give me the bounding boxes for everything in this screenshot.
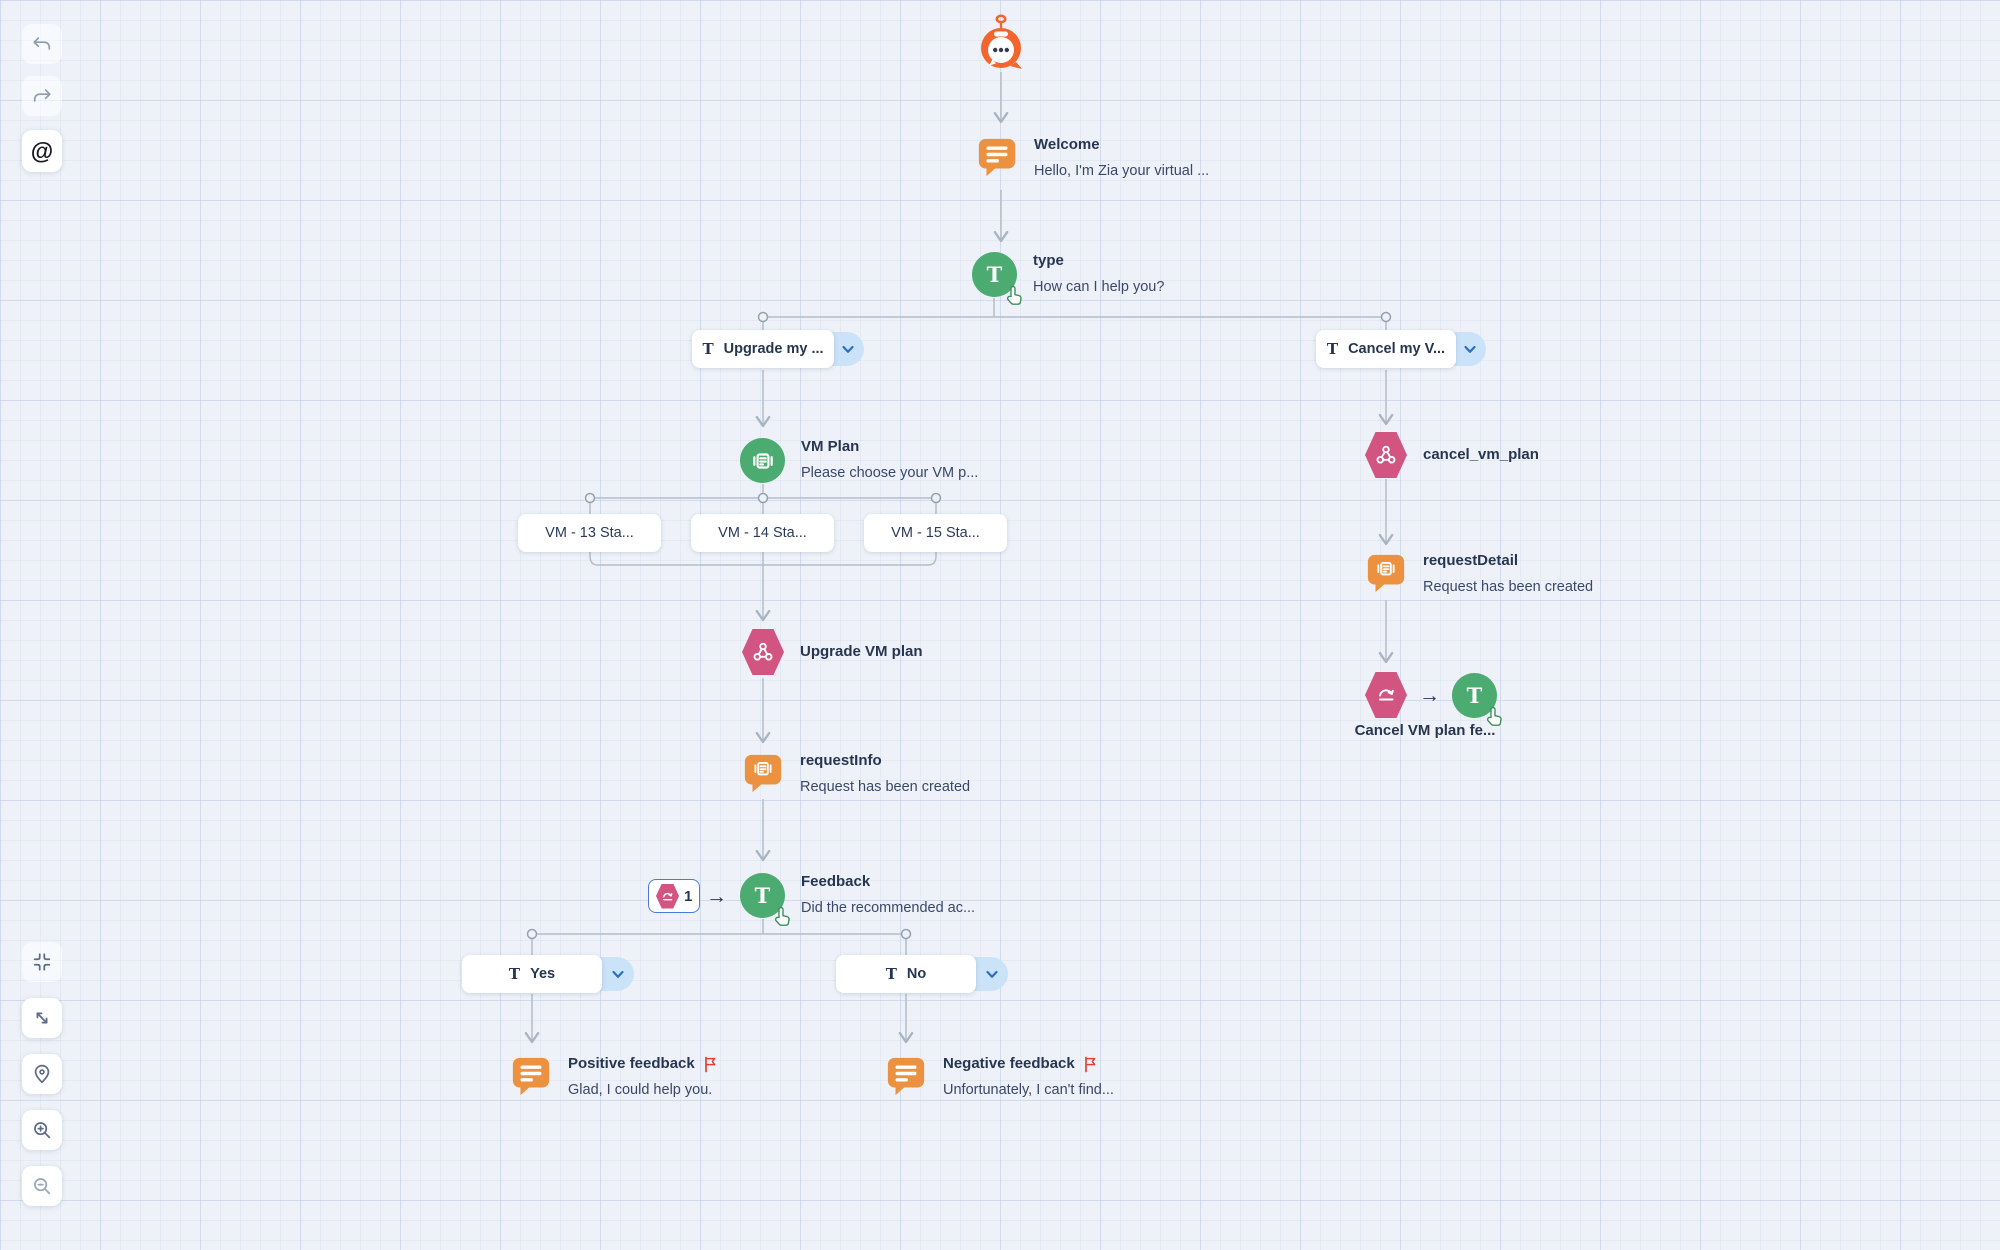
- option-label: VM - 14 Sta...: [718, 525, 807, 541]
- zoom-in-icon: [34, 1122, 51, 1139]
- undo-button[interactable]: [22, 24, 62, 64]
- chevron-down-icon: [612, 970, 624, 978]
- jump-glyph: [663, 892, 673, 900]
- chevron-down-icon: [986, 970, 998, 978]
- hand-pointer-icon: [1486, 706, 1502, 726]
- card-glyph: [752, 452, 773, 469]
- option-card-vm-13[interactable]: VM - 13 Sta...: [518, 514, 661, 552]
- undo-icon: [33, 37, 51, 50]
- branch-chip-no[interactable]: T No: [836, 955, 1008, 993]
- chevron-down-icon: [842, 345, 854, 353]
- node-type[interactable]: T type How can I help you?: [972, 252, 1165, 305]
- input-type-icon: T: [972, 252, 1022, 305]
- node-subtitle: Unfortunately, I can't find...: [943, 1082, 1114, 1098]
- zoom-in-button[interactable]: [22, 1110, 62, 1150]
- node-title: Cancel VM plan fe...: [1354, 722, 1496, 739]
- mention-button[interactable]: @: [22, 130, 62, 172]
- option-label: VM - 13 Sta...: [545, 525, 634, 541]
- node-subtitle: Hello, I'm Zia your virtual ...: [1034, 163, 1210, 179]
- mention-icon: @: [30, 137, 54, 164]
- redo-icon: [33, 89, 51, 102]
- bot-start-icon: [981, 14, 1022, 69]
- node-title: VM Plan: [801, 438, 860, 455]
- option-card-vm-14[interactable]: VM - 14 Sta...: [691, 514, 834, 552]
- text-criteria-icon: T: [885, 964, 897, 983]
- node-bot-start[interactable]: [978, 12, 1024, 72]
- chip-label: Yes: [530, 966, 556, 982]
- fit-view-icon: [33, 953, 51, 971]
- node-title: cancel_vm_plan: [1423, 446, 1539, 463]
- webhook-icon: [742, 629, 784, 675]
- message-bubble-icon: [887, 1057, 925, 1096]
- node-title: Negative feedback: [943, 1055, 1075, 1072]
- node-positive-feedback[interactable]: Positive feedback Glad, I could help you…: [510, 1055, 717, 1099]
- node-subtitle: Request has been created: [800, 779, 971, 795]
- node-title: requestInfo: [800, 752, 882, 769]
- jump-connection-icon: [1365, 672, 1407, 718]
- message-bubble-icon: [512, 1057, 550, 1096]
- node-title: requestDetail: [1423, 552, 1519, 569]
- locate-button[interactable]: [22, 1054, 62, 1094]
- node-upgrade-vm-plan[interactable]: Upgrade VM plan: [742, 629, 923, 675]
- flag-icon: [1084, 1056, 1096, 1072]
- branch-chip-upgrade[interactable]: T Upgrade my ...: [692, 330, 864, 368]
- option-label: VM - 15 Sta...: [891, 525, 980, 541]
- text-criteria-icon: T: [702, 339, 714, 358]
- node-negative-feedback[interactable]: Negative feedback Unfortunately, I can't…: [885, 1055, 1114, 1099]
- node-subtitle: How can I help you?: [1033, 279, 1165, 295]
- node-subtitle: Please choose your VM p...: [801, 465, 979, 481]
- branch-chip-yes[interactable]: T Yes: [462, 955, 634, 993]
- node-welcome[interactable]: Welcome Hello, I'm Zia your virtual ...: [976, 136, 1209, 180]
- webhook-glyph: [1376, 445, 1396, 464]
- expand-button[interactable]: [22, 998, 62, 1038]
- node-feedback[interactable]: T Feedback Did the recommended ac...: [740, 873, 976, 926]
- redo-button[interactable]: [22, 76, 62, 116]
- node-title: Feedback: [801, 873, 871, 890]
- node-subtitle: Glad, I could help you.: [568, 1082, 713, 1098]
- node-subtitle: Request has been created: [1423, 579, 1594, 595]
- card-message-icon: [740, 438, 785, 483]
- option-card-vm-15[interactable]: VM - 15 Sta...: [864, 514, 1007, 552]
- locate-pin-icon: [34, 1064, 50, 1084]
- text-criteria-icon: T: [508, 964, 521, 983]
- node-subtitle: Did the recommended ac...: [801, 900, 976, 916]
- link-arrow: →: [1419, 683, 1440, 707]
- expand-icon: [36, 1012, 48, 1024]
- webhook-glyph: [753, 642, 773, 661]
- chip-label: No: [906, 966, 927, 982]
- input-type-icon: T: [740, 873, 790, 926]
- node-cancel-vm-plan[interactable]: cancel_vm_plan: [1365, 432, 1539, 478]
- branch-chip-cancel[interactable]: T Cancel my V...: [1316, 330, 1486, 368]
- card-bubble-icon: [744, 754, 782, 793]
- hand-pointer-icon: [1006, 285, 1022, 305]
- text-criteria-icon: T: [1326, 339, 1339, 358]
- chevron-down-icon: [1464, 345, 1476, 353]
- node-cancel-feedback[interactable]: → T: [1365, 672, 1502, 726]
- zoom-out-icon: [34, 1178, 51, 1195]
- flag-icon: [704, 1056, 716, 1072]
- chip-label: Cancel my V...: [1348, 341, 1446, 357]
- node-title: type: [1033, 252, 1064, 269]
- fit-view-button[interactable]: [22, 942, 62, 982]
- hand-pointer-icon: [774, 906, 790, 926]
- feedback-link-badge[interactable]: 1: [648, 879, 701, 913]
- node-request-detail[interactable]: requestDetail Request has been created: [1365, 552, 1593, 596]
- node-vm-plan[interactable]: VM Plan Please choose your VM p...: [740, 438, 978, 483]
- chip-label: Upgrade my ...: [723, 341, 824, 357]
- jump-glyph: [1379, 689, 1394, 701]
- jump-connection-icon: [656, 883, 679, 909]
- input-type-icon: T: [1452, 672, 1502, 726]
- card-bubble-icon: [1367, 554, 1405, 593]
- webhook-icon: [1365, 432, 1407, 478]
- node-title: Positive feedback: [568, 1055, 695, 1072]
- node-request-info[interactable]: requestInfo Request has been created: [742, 752, 970, 796]
- zoom-out-button[interactable]: [22, 1166, 62, 1206]
- node-title: Welcome: [1034, 136, 1100, 153]
- link-arrow: →: [706, 885, 727, 908]
- node-title: Upgrade VM plan: [800, 643, 923, 660]
- badge-count: 1: [684, 887, 693, 905]
- message-bubble-icon: [978, 138, 1016, 177]
